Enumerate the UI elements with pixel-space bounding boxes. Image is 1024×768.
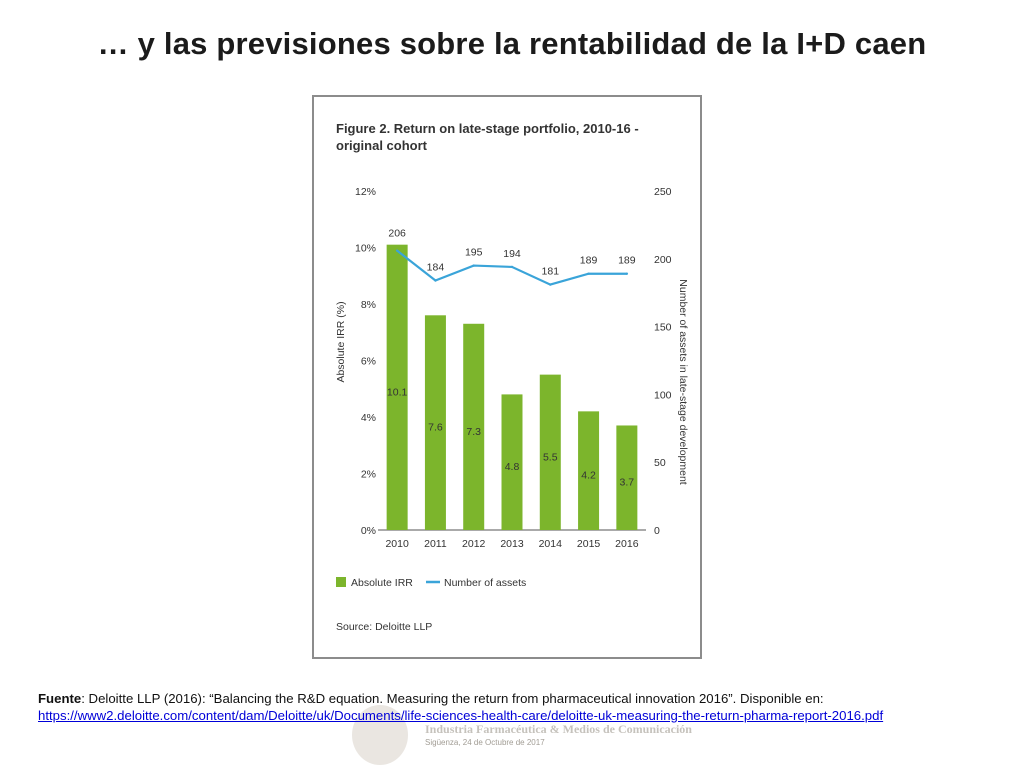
x-tick-label: 2014 <box>539 538 563 550</box>
line-point <box>395 249 399 252</box>
y2-tick-label: 50 <box>654 457 666 469</box>
line-point <box>472 264 475 267</box>
figure-frame: Figure 2. Return on late-stage portfolio… <box>312 95 702 659</box>
legend-line-label: Number of assets <box>444 577 526 589</box>
x-tick-label: 2011 <box>424 538 447 550</box>
x-tick-label: 2015 <box>577 538 601 550</box>
bar-value-label: 10.1 <box>387 386 408 398</box>
y-tick-label: 0% <box>361 525 376 537</box>
y2-tick-label: 250 <box>654 186 672 198</box>
y2-axis-label: Number of assets in late-stage developme… <box>677 279 689 485</box>
chart-title-line-1: Figure 2. Return on late-stage portfolio… <box>336 121 639 136</box>
chart: Figure 2. Return on late-stage portfolio… <box>335 121 689 633</box>
line-value-label: 195 <box>465 247 483 259</box>
line-point <box>549 283 552 286</box>
y-tick-label: 8% <box>361 299 376 311</box>
bar-value-label: 7.6 <box>428 422 443 434</box>
legend-bar-swatch <box>336 577 346 587</box>
line-value-label: 206 <box>388 228 406 240</box>
bar <box>501 394 523 530</box>
y2-tick-label: 150 <box>654 322 672 334</box>
bar <box>463 323 485 530</box>
y-axis-label: Absolute IRR (%) <box>335 301 347 382</box>
source-footer: Fuente: Deloitte LLP (2016): “Balancing … <box>38 690 998 724</box>
x-tick-label: 2016 <box>615 538 639 550</box>
line-value-label: 194 <box>503 248 521 260</box>
line-point <box>510 265 514 269</box>
x-tick-label: 2013 <box>500 538 524 550</box>
bar <box>616 425 638 530</box>
chart-source: Source: Deloitte LLP <box>336 621 432 633</box>
y-tick-label: 4% <box>361 412 376 424</box>
bar-value-label: 4.8 <box>505 461 520 473</box>
bar <box>539 374 561 530</box>
bar-value-label: 3.7 <box>620 477 635 489</box>
line-point <box>625 272 629 275</box>
y-tick-label: 10% <box>355 243 376 255</box>
legend-bar-label: Absolute IRR <box>351 577 413 589</box>
line-value-label: 189 <box>618 255 636 267</box>
line-point <box>587 272 590 275</box>
y2-tick-label: 200 <box>654 254 672 266</box>
x-tick-label: 2012 <box>462 538 486 550</box>
y-tick-label: 6% <box>361 356 376 368</box>
slide-title: … y las previsiones sobre la rentabilida… <box>97 26 927 61</box>
line-value-label: 184 <box>427 261 445 273</box>
y-tick-label: 2% <box>361 469 376 481</box>
bar <box>578 411 600 530</box>
bar-value-label: 5.5 <box>543 451 558 463</box>
bar <box>386 244 408 531</box>
line-value-label: 181 <box>542 266 560 278</box>
watermark-line-1: Industria Farmacéutica & Medios de Comun… <box>425 722 692 736</box>
watermark-line-2: Sigüenza, 24 de Octubre de 2017 <box>425 738 545 747</box>
bar-value-label: 4.2 <box>581 470 596 482</box>
source-text: : Deloitte LLP (2016): “Balancing the R&… <box>81 691 824 706</box>
y2-tick-label: 100 <box>654 389 672 401</box>
source-label: Fuente <box>38 691 82 706</box>
y2-tick-label: 0 <box>654 525 660 537</box>
y-tick-label: 12% <box>355 186 376 198</box>
chart-title-line-2: original cohort <box>336 138 428 153</box>
source-link[interactable]: https://www2.deloitte.com/content/dam/De… <box>38 708 884 723</box>
line-value-label: 189 <box>580 255 598 267</box>
line-point <box>434 279 437 282</box>
bar-value-label: 7.3 <box>466 426 481 438</box>
x-tick-label: 2010 <box>385 538 409 550</box>
bar <box>424 315 446 530</box>
